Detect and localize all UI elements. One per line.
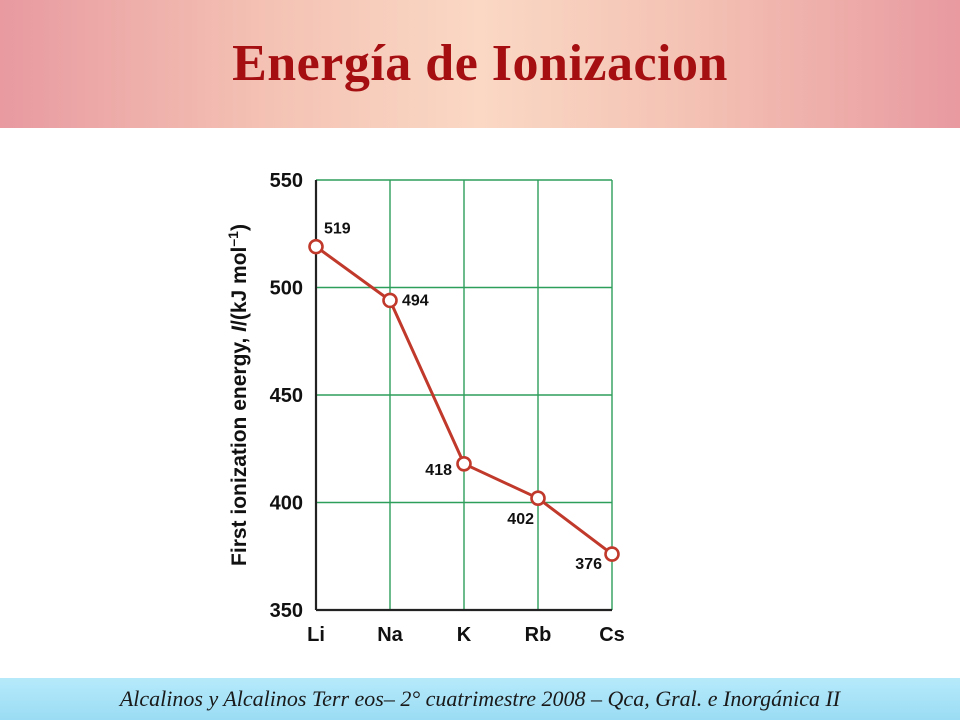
- footer-text: Alcalinos y Alcalinos Terr eos– 2° cuatr…: [119, 686, 841, 711]
- data-label-rb: 402: [507, 511, 534, 528]
- x-tick-label-na: Na: [377, 624, 403, 646]
- data-label-li: 519: [324, 221, 351, 238]
- y-axis-title: First ionization energy, I/(kJ mol–1): [225, 224, 251, 566]
- x-tick-label-rb: Rb: [525, 624, 552, 646]
- title-banner: [0, 0, 960, 128]
- data-point-li: [308, 238, 324, 255]
- x-tick-label-k: K: [457, 624, 472, 646]
- x-tick-label-cs: Cs: [599, 624, 625, 646]
- data-label-na: 494: [402, 292, 429, 309]
- data-point-rb: [530, 490, 546, 507]
- data-point-cs: [604, 546, 620, 562]
- y-tick-label-400: 400: [270, 493, 303, 515]
- slide-title: Energía de Ionizacion: [232, 35, 728, 92]
- data-point-na: [382, 292, 398, 309]
- y-tick-label-350: 350: [270, 600, 303, 622]
- y-tick-label-500: 500: [270, 278, 303, 300]
- footer-bar: [0, 678, 960, 720]
- data-label-cs: 376: [575, 556, 602, 573]
- data-point-k: [456, 455, 472, 472]
- y-tick-label-550: 550: [270, 170, 303, 192]
- y-tick-label-450: 450: [270, 385, 303, 407]
- data-label-k: 418: [425, 462, 452, 479]
- x-tick-label-li: Li: [307, 624, 325, 646]
